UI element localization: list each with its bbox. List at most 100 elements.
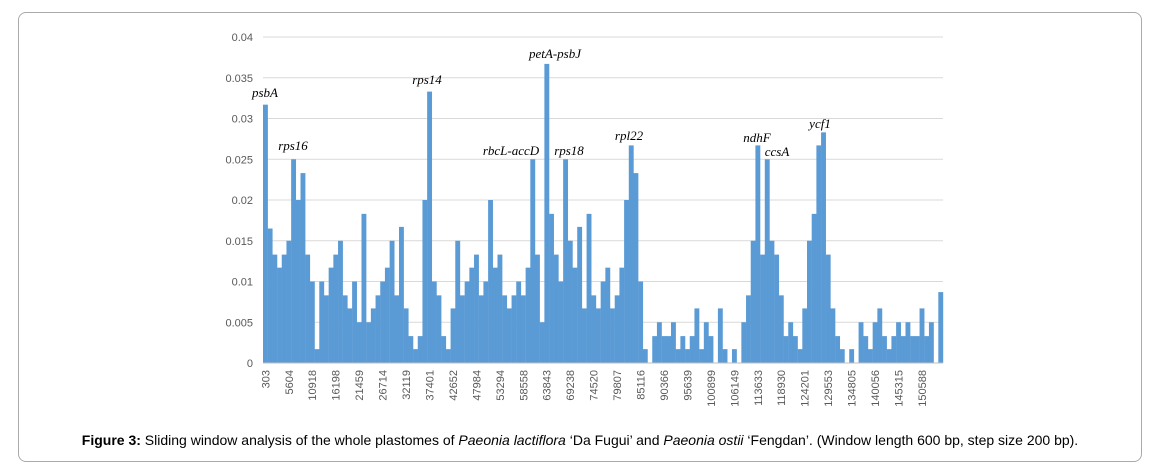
bar: [511, 295, 517, 363]
bar: [441, 336, 447, 363]
bar: [671, 322, 676, 363]
bar: [652, 336, 658, 363]
x-tick-label: 150588: [917, 370, 929, 407]
gene-annotation: rps18: [554, 143, 584, 158]
bar: [792, 336, 798, 363]
bar: [910, 336, 916, 363]
bar: [760, 254, 765, 363]
x-tick-label: 47984: [471, 370, 483, 401]
bar: [328, 267, 334, 363]
bar: [703, 322, 709, 363]
bar: [661, 336, 667, 363]
x-tick-label: 79807: [612, 370, 624, 401]
x-tick-label: 100899: [706, 370, 718, 407]
bar: [835, 336, 841, 363]
bar: [263, 104, 268, 364]
bar: [717, 308, 723, 363]
x-tick-label: 63843: [542, 370, 554, 401]
y-tick-label: 0.04: [232, 32, 253, 44]
bar: [642, 349, 648, 363]
bar: [445, 349, 451, 363]
bar: [366, 322, 372, 363]
bar: [474, 254, 479, 363]
bar: [591, 295, 597, 363]
gene-annotation: ycf1: [807, 116, 831, 131]
x-tick-label: 21459: [354, 370, 366, 401]
bar: [788, 322, 794, 363]
bar: [666, 336, 672, 363]
bar: [455, 240, 461, 363]
bar: [384, 267, 390, 363]
bar: [347, 308, 353, 363]
gene-annotation: ccsA: [765, 144, 790, 159]
bar: [399, 226, 404, 363]
bar: [858, 322, 864, 363]
bar: [600, 281, 606, 363]
x-tick-label: 16198: [331, 370, 343, 401]
bar: [764, 159, 770, 363]
bar: [750, 240, 756, 363]
bar: [558, 281, 564, 363]
bar: [867, 349, 873, 363]
bar: [530, 159, 536, 363]
bar: [624, 200, 629, 363]
bar: [380, 281, 386, 363]
x-tick-label: 90366: [659, 370, 671, 401]
bar: [914, 336, 920, 363]
x-tick-label: 134805: [847, 370, 859, 407]
bar: [314, 349, 320, 363]
caption-species: Paeonia ostii: [663, 432, 744, 448]
y-tick-label: 0.01: [232, 277, 253, 289]
bar: [417, 336, 423, 363]
y-tick-label: 0.005: [225, 317, 253, 329]
bar: [797, 349, 803, 363]
bar: [535, 254, 540, 363]
y-tick-label: 0: [247, 358, 253, 370]
bar: [595, 308, 601, 363]
bar: [628, 145, 634, 363]
bar: [356, 322, 362, 363]
caption-label: Figure 3:: [81, 432, 141, 448]
bar: [502, 295, 508, 363]
bar: [877, 308, 883, 363]
bar: [774, 254, 780, 363]
bar: [619, 267, 625, 363]
bar: [525, 267, 531, 363]
bar: [389, 240, 395, 363]
y-tick-label: 0.015: [225, 236, 253, 248]
x-tick-label: 69238: [565, 370, 577, 401]
bar: [309, 281, 315, 363]
bar: [319, 281, 325, 363]
y-tick-label: 0.025: [225, 154, 253, 166]
bar: [708, 336, 714, 363]
bar: [821, 132, 826, 363]
x-tick-label: 37401: [424, 370, 436, 401]
bar: [469, 267, 475, 363]
x-tick-label: 124201: [800, 370, 812, 407]
bar: [563, 159, 569, 363]
bar: [544, 63, 550, 364]
bar: [553, 254, 559, 363]
bar: [464, 281, 470, 363]
x-tick-label: 303: [260, 370, 272, 388]
bar: [839, 349, 845, 363]
bar: [408, 336, 414, 363]
bar: [277, 267, 282, 363]
bar: [431, 281, 437, 363]
x-tick-label: 140056: [870, 370, 882, 407]
x-tick-label: 26714: [378, 370, 390, 401]
x-tick-label: 58558: [518, 370, 530, 401]
bar: [586, 213, 592, 363]
bar: [891, 336, 897, 363]
bar: [338, 240, 343, 363]
x-tick-label: 5604: [284, 370, 296, 394]
bar: [783, 336, 789, 363]
gene-annotation: rps16: [278, 138, 308, 153]
bar: [577, 226, 583, 363]
x-tick-label: 95639: [682, 370, 694, 401]
x-tick-label: 53294: [495, 370, 507, 401]
caption-text: ‘Da Fugui’ and: [565, 432, 664, 448]
gene-annotation: rps14: [412, 72, 442, 87]
bar: [699, 349, 705, 363]
bar: [675, 349, 681, 363]
